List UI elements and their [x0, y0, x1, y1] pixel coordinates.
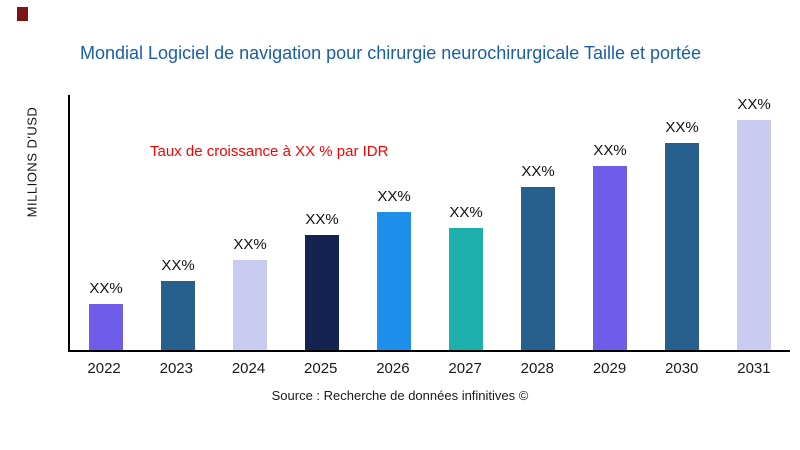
bar-2024: [233, 260, 267, 350]
bar-2030: [665, 143, 699, 350]
bar-value-label: XX%: [665, 119, 699, 137]
x-tick-2023: 2023: [159, 360, 193, 377]
bar-value-label: XX%: [449, 204, 483, 222]
bar-value-label: XX%: [305, 211, 339, 229]
x-tick-2025: 2025: [304, 360, 338, 377]
bar-cell-2022: XX%: [70, 95, 142, 350]
bar-cell-2027: XX%: [430, 95, 502, 350]
source-text: Source : Recherche de données infinitive…: [271, 388, 529, 403]
x-axis-labels: 2022 2023 2024 2025 2026 2027 2028 2029 2030 2031: [68, 360, 790, 377]
growth-annotation: Taux de croissance à XX % par IDR: [150, 143, 389, 160]
bar-cell-2023: XX%: [142, 95, 214, 350]
bar-cell-2026: XX%: [358, 95, 430, 350]
bar-2031: [737, 120, 771, 350]
bar-2029: [593, 166, 627, 350]
bar-2023: [161, 281, 195, 350]
bar-value-label: XX%: [161, 257, 195, 275]
x-tick-2029: 2029: [592, 360, 627, 377]
bar-value-label: XX%: [377, 188, 411, 206]
bar-cell-2030: XX%: [646, 95, 718, 350]
bar-cell-2031: XX%: [718, 95, 790, 350]
x-tick-2030: 2030: [665, 360, 699, 377]
x-tick-2022: 2022: [87, 360, 121, 377]
bar-2028: [521, 186, 555, 350]
bar-value-label: XX%: [593, 142, 627, 160]
bar-value-label: XX%: [89, 280, 123, 298]
bar-cell-2025: XX%: [286, 95, 358, 350]
brand-corner-mark: [17, 7, 28, 21]
bar-cell-2024: XX%: [214, 95, 286, 350]
x-tick-2027: 2027: [448, 360, 482, 377]
bar-cell-2029: XX%: [574, 95, 646, 350]
x-tick-2026: 2026: [376, 360, 410, 377]
chart-title: Mondial Logiciel de navigation pour chir…: [80, 43, 702, 63]
x-tick-2024: 2024: [231, 360, 266, 377]
plot-wrapper: Taux de croissance à XX % par IDR XX% XX%…: [68, 95, 790, 377]
bar-2025: [305, 235, 339, 350]
y-axis-label: MILLIONS D'USD: [24, 106, 40, 218]
bar-2022: [89, 304, 123, 350]
bar-2027: [449, 228, 483, 350]
bar-2026: [377, 212, 411, 350]
bar-value-label: XX%: [521, 162, 555, 180]
bar-value-label: XX%: [233, 236, 267, 254]
x-tick-2031: 2031: [737, 360, 771, 377]
bar-value-label: XX%: [737, 96, 771, 114]
x-tick-2028: 2028: [520, 360, 554, 377]
plot-area: Taux de croissance à XX % par IDR XX% XX%…: [68, 95, 790, 352]
bar-cell-2028: XX%: [502, 95, 574, 350]
